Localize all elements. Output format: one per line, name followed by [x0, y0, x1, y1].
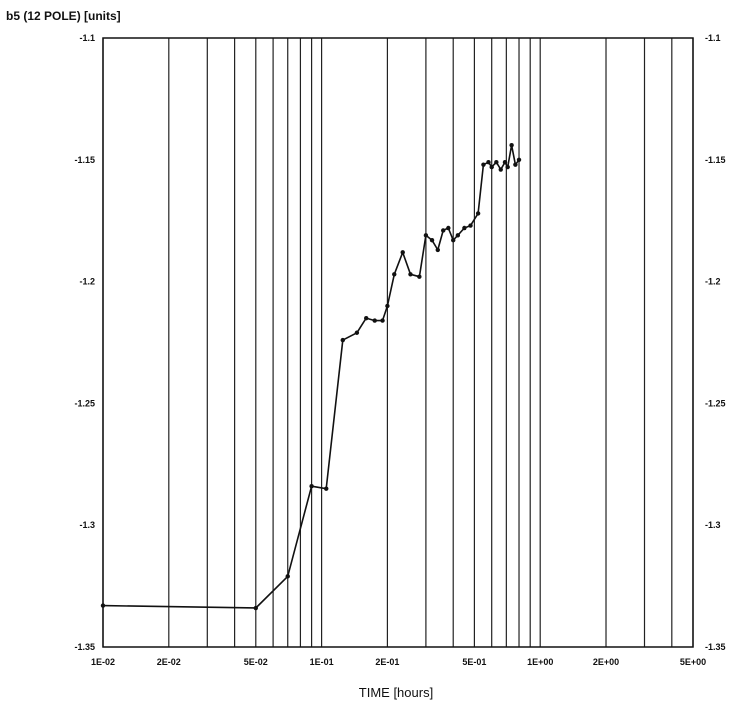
data-point [372, 318, 377, 323]
y-tick-label-left: -1.25 [74, 398, 95, 408]
vertical-gridlines [102, 38, 694, 647]
data-point [513, 162, 518, 167]
y-tick-label-left: -1.1 [79, 33, 95, 43]
x-tick-label: 1E-02 [91, 657, 115, 667]
y-tick-label-left: -1.2 [79, 277, 95, 287]
y-tick-labels-right: -1.1 -1.15 -1.2 -1.25 -1.3 -1.35 [705, 33, 726, 652]
data-series [100, 142, 522, 611]
x-tick-label: 1E-01 [310, 657, 334, 667]
data-point [354, 330, 360, 335]
data-point [392, 272, 397, 277]
data-point [516, 157, 522, 162]
data-point [441, 228, 446, 233]
data-point [423, 233, 429, 238]
y-tick-label-left: -1.15 [74, 155, 95, 165]
data-point [462, 225, 467, 231]
data-point [429, 237, 435, 243]
data-point [417, 274, 422, 279]
data-point [100, 603, 106, 608]
data-point [340, 337, 345, 343]
data-point [475, 211, 481, 216]
y-tick-label-right: -1.25 [705, 398, 726, 408]
x-tick-label: 5E-02 [244, 657, 268, 667]
data-point [505, 164, 510, 170]
data-point [285, 574, 290, 579]
data-point [364, 315, 369, 321]
data-point [502, 160, 508, 165]
x-tick-label: 2E-02 [157, 657, 181, 667]
data-point [324, 486, 329, 491]
data-point [486, 160, 491, 165]
data-point [309, 484, 314, 489]
x-tick-label: 2E+00 [593, 657, 619, 667]
chart-title: b5 (12 POLE) [units] [6, 9, 121, 23]
data-point [408, 272, 413, 277]
y-tick-label-right: -1.3 [705, 520, 721, 530]
x-tick-labels: 1E-02 2E-02 5E-02 1E-01 2E-01 5E-01 1E+00 2E+00… [91, 657, 706, 667]
data-point [468, 223, 473, 228]
data-point [435, 247, 440, 253]
data-point [455, 233, 461, 238]
x-axis-label: TIME [hours] [359, 685, 433, 700]
x-tick-label: 2E-01 [375, 657, 399, 667]
data-point [380, 318, 385, 323]
data-point [481, 162, 486, 167]
y-tick-labels-left: -1.1 -1.15 -1.2 -1.25 -1.3 -1.35 [74, 33, 95, 652]
x-tick-label: 1E+00 [527, 657, 553, 667]
y-tick-label-left: -1.3 [79, 520, 95, 530]
x-tick-label: 5E+00 [680, 657, 706, 667]
data-point [400, 250, 405, 255]
y-tick-label-right: -1.2 [705, 277, 721, 287]
data-point [253, 605, 258, 611]
data-point [509, 142, 514, 148]
data-point [451, 237, 456, 243]
y-tick-label-right: -1.1 [705, 33, 721, 43]
data-point [494, 160, 499, 165]
y-tick-label-right: -1.15 [705, 155, 726, 165]
plot-frame [102, 37, 694, 648]
data-point [489, 164, 494, 170]
x-tick-label: 5E-01 [462, 657, 486, 667]
data-point [446, 225, 451, 231]
data-point [385, 303, 390, 309]
data-point [498, 167, 503, 172]
y-tick-label-right: -1.35 [705, 642, 726, 652]
y-tick-label-left: -1.35 [74, 642, 95, 652]
